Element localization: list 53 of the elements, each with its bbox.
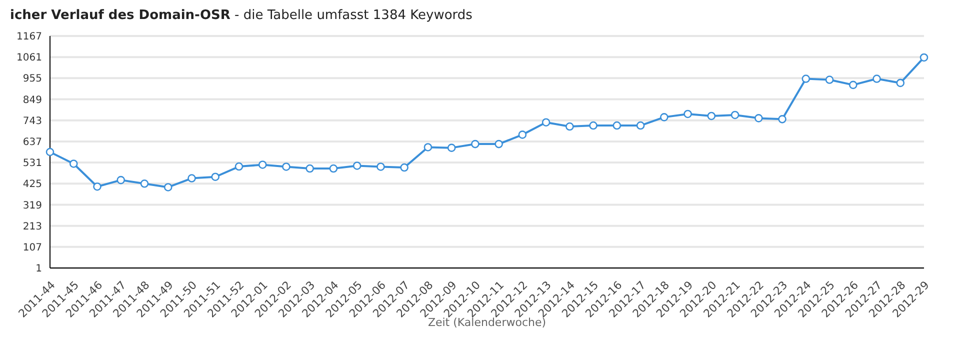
point	[612, 121, 622, 130]
point	[754, 114, 763, 122]
point	[872, 74, 881, 83]
point	[447, 144, 456, 152]
point	[848, 80, 858, 90]
y-tick-label: 743	[22, 116, 42, 127]
point	[234, 162, 244, 171]
point	[471, 140, 480, 148]
point	[660, 113, 668, 122]
point	[684, 110, 692, 118]
point	[188, 174, 196, 182]
point	[518, 130, 527, 139]
y-tick-label: 849	[22, 94, 42, 106]
point	[400, 163, 408, 172]
y-tick-label: 1167	[16, 32, 42, 43]
y-tick-label: 637	[22, 137, 42, 148]
point	[376, 162, 385, 171]
chart-subtitle: - die Tabelle umfasst 1384 Keywords	[234, 8, 472, 23]
point	[282, 162, 290, 171]
y-tick-label: 107	[22, 242, 42, 254]
point	[258, 160, 267, 169]
point	[93, 182, 102, 191]
point	[802, 74, 810, 83]
x-axis-title: Zeit (Kalenderwoche)	[428, 316, 546, 329]
point	[306, 164, 314, 173]
point	[164, 183, 172, 192]
y-tick-label: 425	[22, 179, 42, 190]
point	[730, 110, 740, 120]
point	[211, 172, 220, 182]
point	[116, 176, 126, 184]
y-tick-label: 213	[22, 221, 42, 232]
point	[352, 162, 362, 170]
point	[494, 140, 503, 148]
chart-title: icher Verlauf des Domain-OSR	[10, 8, 230, 23]
point	[424, 143, 432, 152]
point	[566, 122, 574, 131]
y-tick-label: 1061	[16, 52, 42, 64]
point	[589, 121, 598, 130]
point	[825, 76, 834, 84]
point	[542, 118, 550, 127]
point	[920, 53, 928, 62]
y-tick-label: 319	[22, 200, 42, 212]
point	[636, 121, 645, 130]
y-tick-label: 955	[22, 74, 42, 85]
point	[707, 112, 716, 120]
y-tick-label: 1	[36, 264, 42, 275]
point	[778, 115, 786, 124]
point	[46, 148, 54, 156]
point	[329, 164, 338, 173]
y-tick-label: 531	[22, 158, 42, 170]
point	[140, 179, 149, 188]
point	[896, 78, 905, 88]
point	[69, 160, 78, 168]
